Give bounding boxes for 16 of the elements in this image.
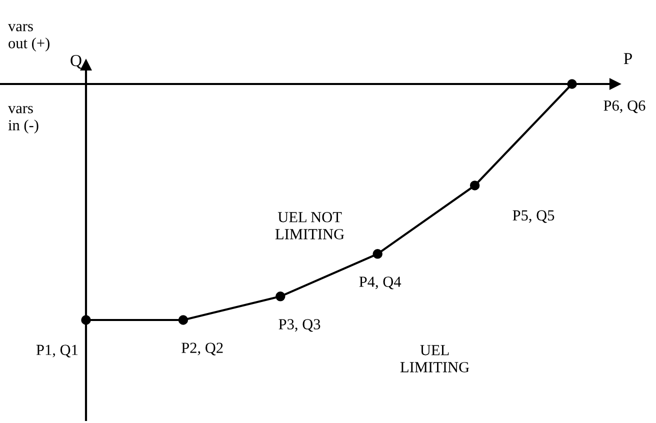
annotation: P3, Q3 <box>278 319 320 332</box>
annotation: vars in (-) <box>8 106 38 134</box>
x-axis-title: P <box>624 53 632 64</box>
y-axis-title: Q <box>70 54 82 69</box>
point <box>470 180 480 190</box>
text: P2, Q2 <box>182 342 223 356</box>
text: vars out (+) <box>8 24 50 52</box>
point <box>276 292 286 302</box>
text: P1, Q1 <box>36 344 78 358</box>
text: UEL LIMITING <box>400 345 470 372</box>
point <box>372 249 382 259</box>
annotation: P6, Q6 <box>604 100 646 114</box>
point <box>178 315 188 325</box>
annotation: P5, Q5 <box>512 210 554 223</box>
annotation: P4, Q4 <box>359 276 402 290</box>
annotation: UEL NOT LIMITING <box>275 212 344 240</box>
